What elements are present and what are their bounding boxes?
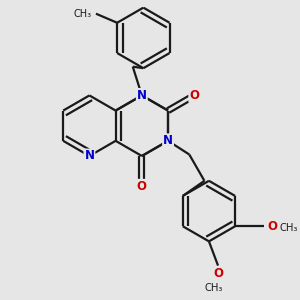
Text: O: O xyxy=(267,220,277,233)
Text: CH₃: CH₃ xyxy=(205,283,223,293)
Text: N: N xyxy=(84,149,94,163)
Text: CH₃: CH₃ xyxy=(74,9,92,19)
Text: O: O xyxy=(213,267,223,280)
Text: O: O xyxy=(137,180,147,193)
Text: CH₃: CH₃ xyxy=(280,224,298,233)
Text: O: O xyxy=(189,89,199,102)
Text: N: N xyxy=(137,89,147,102)
Text: N: N xyxy=(163,134,173,147)
